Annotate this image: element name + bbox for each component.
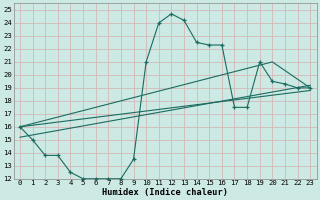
X-axis label: Humidex (Indice chaleur): Humidex (Indice chaleur) [102,188,228,197]
